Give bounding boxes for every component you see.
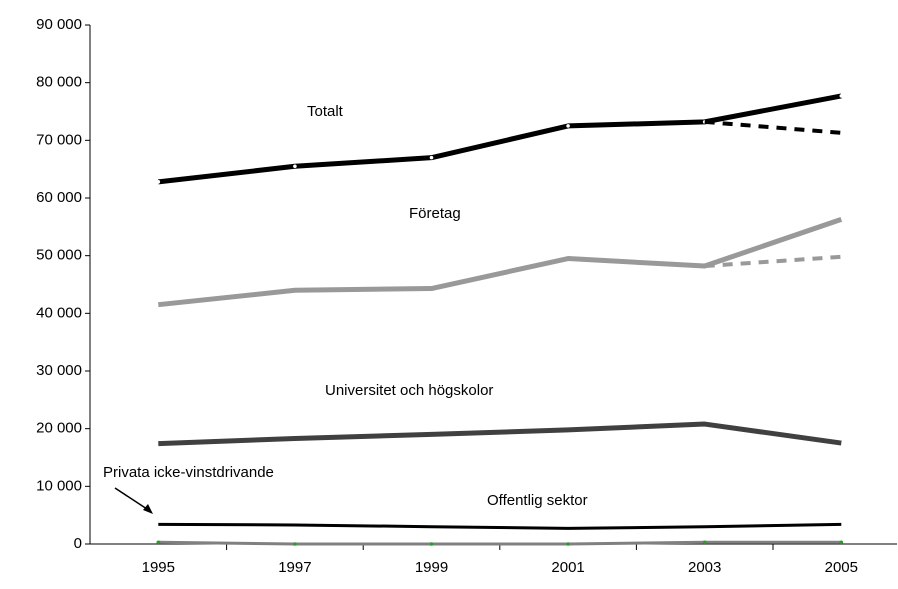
dashed-line — [704, 254, 842, 269]
point — [293, 542, 297, 546]
point — [156, 180, 161, 184]
point — [156, 540, 161, 545]
point — [839, 94, 844, 98]
y-tick-label: 70 000 — [36, 131, 82, 148]
series-label: Universitet och högskolor — [325, 382, 493, 399]
point — [839, 540, 844, 545]
line — [158, 216, 843, 308]
x-tick-label: 1999 — [415, 559, 448, 576]
series-label: Företag — [409, 205, 461, 222]
x-tick-label: 2005 — [825, 559, 858, 576]
x-tick-label: 1997 — [278, 559, 311, 576]
arrow-head — [143, 504, 153, 514]
x-tick-label: 2003 — [688, 559, 721, 576]
point — [429, 542, 434, 546]
line — [158, 522, 842, 530]
series-label: Privata icke-vinstdrivande — [103, 464, 274, 481]
point — [293, 164, 297, 169]
y-tick-label: 30 000 — [36, 362, 82, 379]
dashed-line — [704, 119, 842, 135]
line — [158, 421, 842, 447]
point — [429, 155, 434, 160]
y-tick-label: 60 000 — [36, 189, 82, 206]
y-tick-label: 50 000 — [36, 247, 82, 264]
y-tick-label: 0 — [74, 535, 82, 552]
series-label: Totalt — [307, 103, 344, 120]
point — [566, 542, 570, 546]
y-tick-label: 80 000 — [36, 74, 82, 91]
x-tick-label: 1995 — [142, 559, 175, 576]
point — [702, 540, 707, 545]
y-tick-label: 10 000 — [36, 477, 82, 494]
series-label: Offentlig sektor — [487, 492, 588, 509]
y-tick-label: 90 000 — [36, 16, 82, 33]
annotation-arrow — [114, 487, 151, 512]
y-tick-label: 40 000 — [36, 304, 82, 321]
point — [566, 124, 570, 128]
y-tick-label: 20 000 — [36, 420, 82, 437]
x-tick-label: 2001 — [551, 559, 584, 576]
line — [158, 93, 842, 185]
line — [158, 540, 842, 546]
